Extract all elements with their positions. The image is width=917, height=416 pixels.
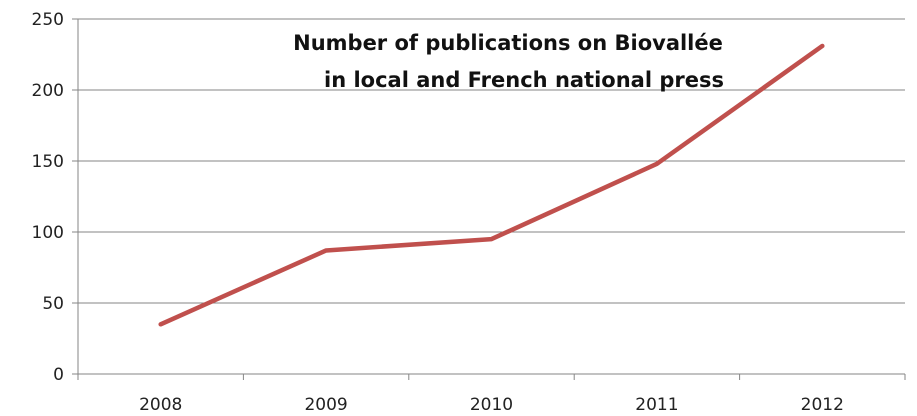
y-tick-label: 250 [32, 10, 64, 30]
y-axis-ticks: 0 50 100 150 200 250 [32, 10, 64, 385]
y-tick-label: 200 [32, 81, 64, 101]
x-axis-ticks: 2008 2009 2010 2011 2012 [139, 395, 844, 415]
series-line [158, 43, 825, 327]
x-tick-label: 2012 [801, 395, 844, 415]
x-tick-label: 2010 [470, 395, 513, 415]
y-tick-label: 100 [32, 223, 64, 243]
y-tick-label: 0 [53, 365, 64, 385]
x-tick-label: 2011 [635, 395, 678, 415]
x-tick-label: 2008 [139, 395, 182, 415]
chart-title-line-2: in local and French national press [324, 68, 724, 92]
y-tick-label: 150 [32, 152, 64, 172]
x-tick-label: 2009 [304, 395, 347, 415]
gridlines [78, 18, 905, 304]
y-tick-label: 50 [42, 294, 64, 314]
axes [72, 18, 906, 380]
series-lines [158, 43, 825, 327]
chart-title-line-1: Number of publications on Biovallée [293, 31, 723, 55]
